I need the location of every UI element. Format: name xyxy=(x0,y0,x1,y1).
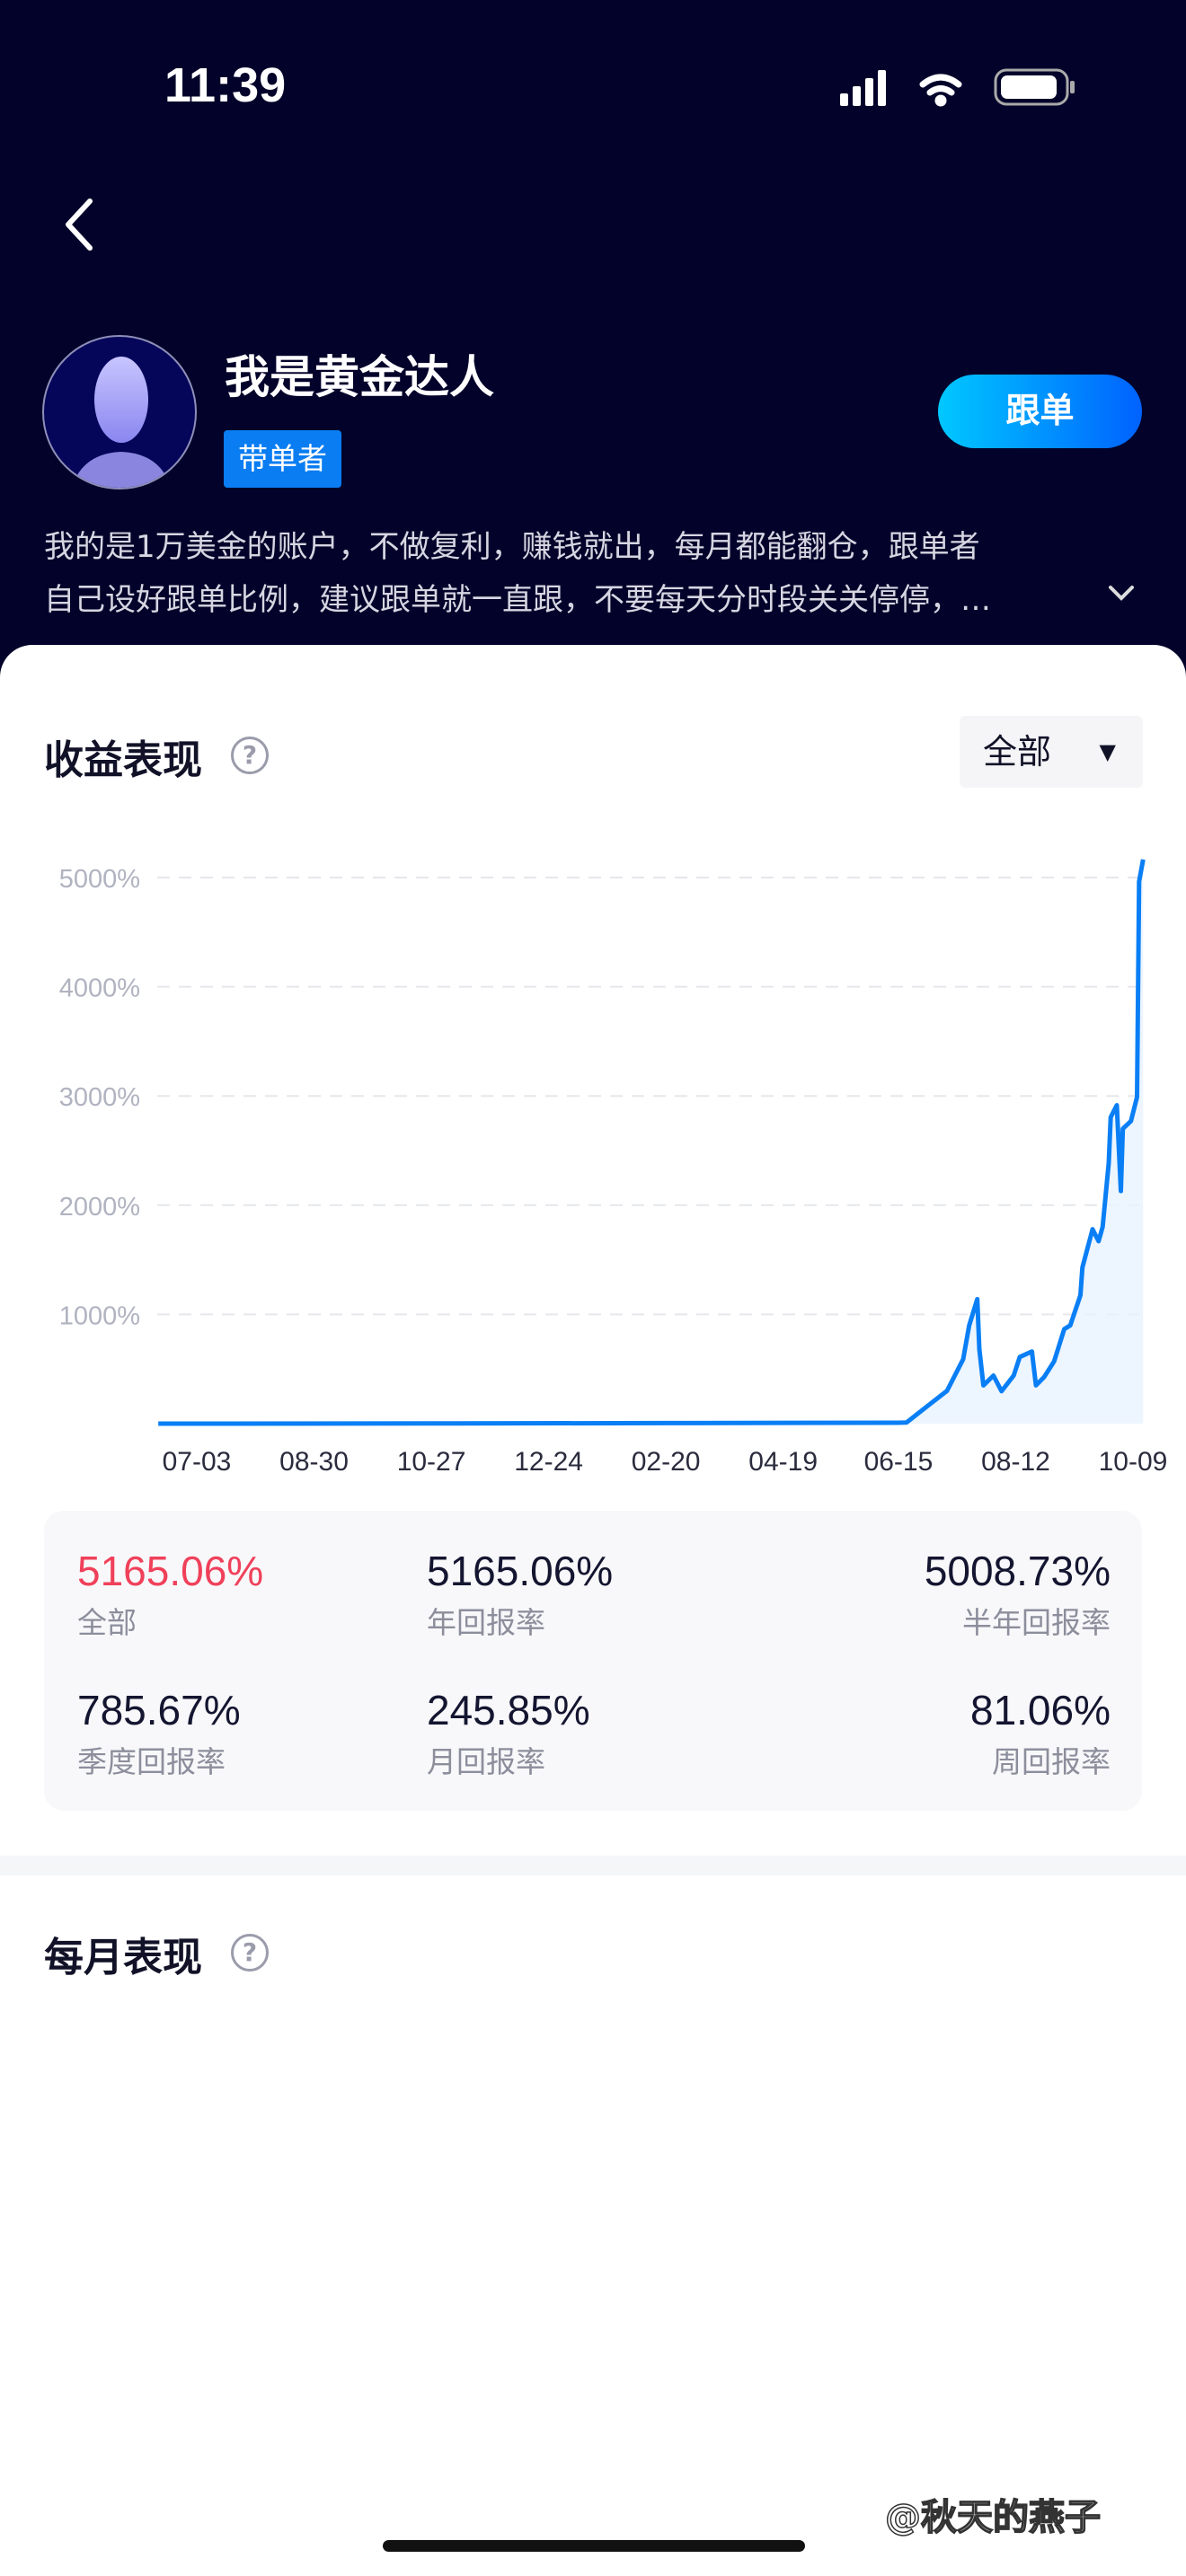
range-select[interactable]: 全部 ▼ xyxy=(960,716,1143,788)
back-icon[interactable] xyxy=(56,196,110,253)
range-select-value: 全部 xyxy=(983,732,1052,772)
x-tick-label: 06-15 xyxy=(864,1447,934,1477)
stat-label: 年回报率 xyxy=(427,1605,545,1640)
user-silhouette-icon xyxy=(72,357,171,488)
help-icon[interactable]: ? xyxy=(231,1934,269,1972)
chart-area-fill xyxy=(158,859,1144,1424)
x-tick-label: 10-27 xyxy=(397,1447,466,1477)
monthly-title: 每月表现 xyxy=(44,1935,202,1981)
x-tick-label: 07-03 xyxy=(163,1447,232,1477)
y-tick-label: 3000% xyxy=(59,1083,140,1112)
performance-title: 收益表现 xyxy=(44,737,202,783)
description-line: 自己设好跟单比例，建议跟单就一直跟，不要每天分时段关关停停，… xyxy=(44,582,991,618)
performance-chart: 1000% 2000% 3000% 4000% 5000% 07-03 08-30 10-27… xyxy=(59,859,1168,1477)
stat-label: 半年回报率 xyxy=(962,1605,1111,1640)
description-line: 我的是1万美金的账户，不做复利，赚钱就出，每月都能翻仓，跟单者 xyxy=(44,529,980,565)
y-tick-label: 4000% xyxy=(59,975,140,1003)
caret-down-icon: ▼ xyxy=(1099,739,1116,764)
help-icon[interactable]: ? xyxy=(231,737,269,774)
chart-line xyxy=(158,859,1146,1426)
stat-value: 81.06% xyxy=(969,1687,1111,1734)
status-icons xyxy=(840,68,1075,107)
stats-panel xyxy=(44,1511,1142,1811)
section-divider xyxy=(0,1856,1186,1875)
stat-label: 全部 xyxy=(77,1605,137,1640)
home-indicator[interactable] xyxy=(383,2540,805,2552)
x-tick-label: 04-19 xyxy=(748,1447,818,1477)
trader-name: 我是黄金达人 xyxy=(225,351,494,403)
x-tick-label: 02-20 xyxy=(632,1447,701,1477)
x-tick-label: 08-30 xyxy=(279,1447,349,1477)
stat-label: 周回报率 xyxy=(992,1744,1111,1779)
profile-header xyxy=(0,0,1186,701)
signal-icon xyxy=(840,70,886,106)
chevron-down-icon[interactable] xyxy=(1103,575,1139,611)
battery-icon xyxy=(994,68,1075,106)
avatar xyxy=(42,335,197,490)
follow-button[interactable]: 跟单 xyxy=(938,375,1142,448)
trader-badge: 带单者 xyxy=(224,430,341,488)
stat-value: 245.85% xyxy=(427,1687,590,1734)
watermark: @秋天的燕子 xyxy=(884,2496,1102,2539)
stat-value: 785.67% xyxy=(77,1687,241,1734)
x-tick-label: 10-09 xyxy=(1099,1447,1168,1477)
y-tick-label: 5000% xyxy=(59,865,140,894)
profile-description: 我的是1万美金的账户，不做复利，赚钱就出，每月都能翻仓，跟单者 自己设好跟单比例… xyxy=(44,521,1086,627)
stat-label: 月回报率 xyxy=(427,1744,545,1779)
stat-label: 季度回报率 xyxy=(77,1744,226,1779)
stat-value: 5008.73% xyxy=(924,1548,1111,1594)
status-time: 11:39 xyxy=(164,58,287,112)
x-tick-label: 12-24 xyxy=(514,1447,583,1477)
wifi-icon xyxy=(919,74,962,107)
stat-value: 5165.06% xyxy=(427,1548,614,1594)
y-tick-label: 2000% xyxy=(59,1193,140,1222)
x-tick-label: 08-12 xyxy=(981,1447,1050,1477)
y-tick-label: 1000% xyxy=(59,1301,140,1330)
stat-value: 5165.06% xyxy=(77,1548,264,1594)
